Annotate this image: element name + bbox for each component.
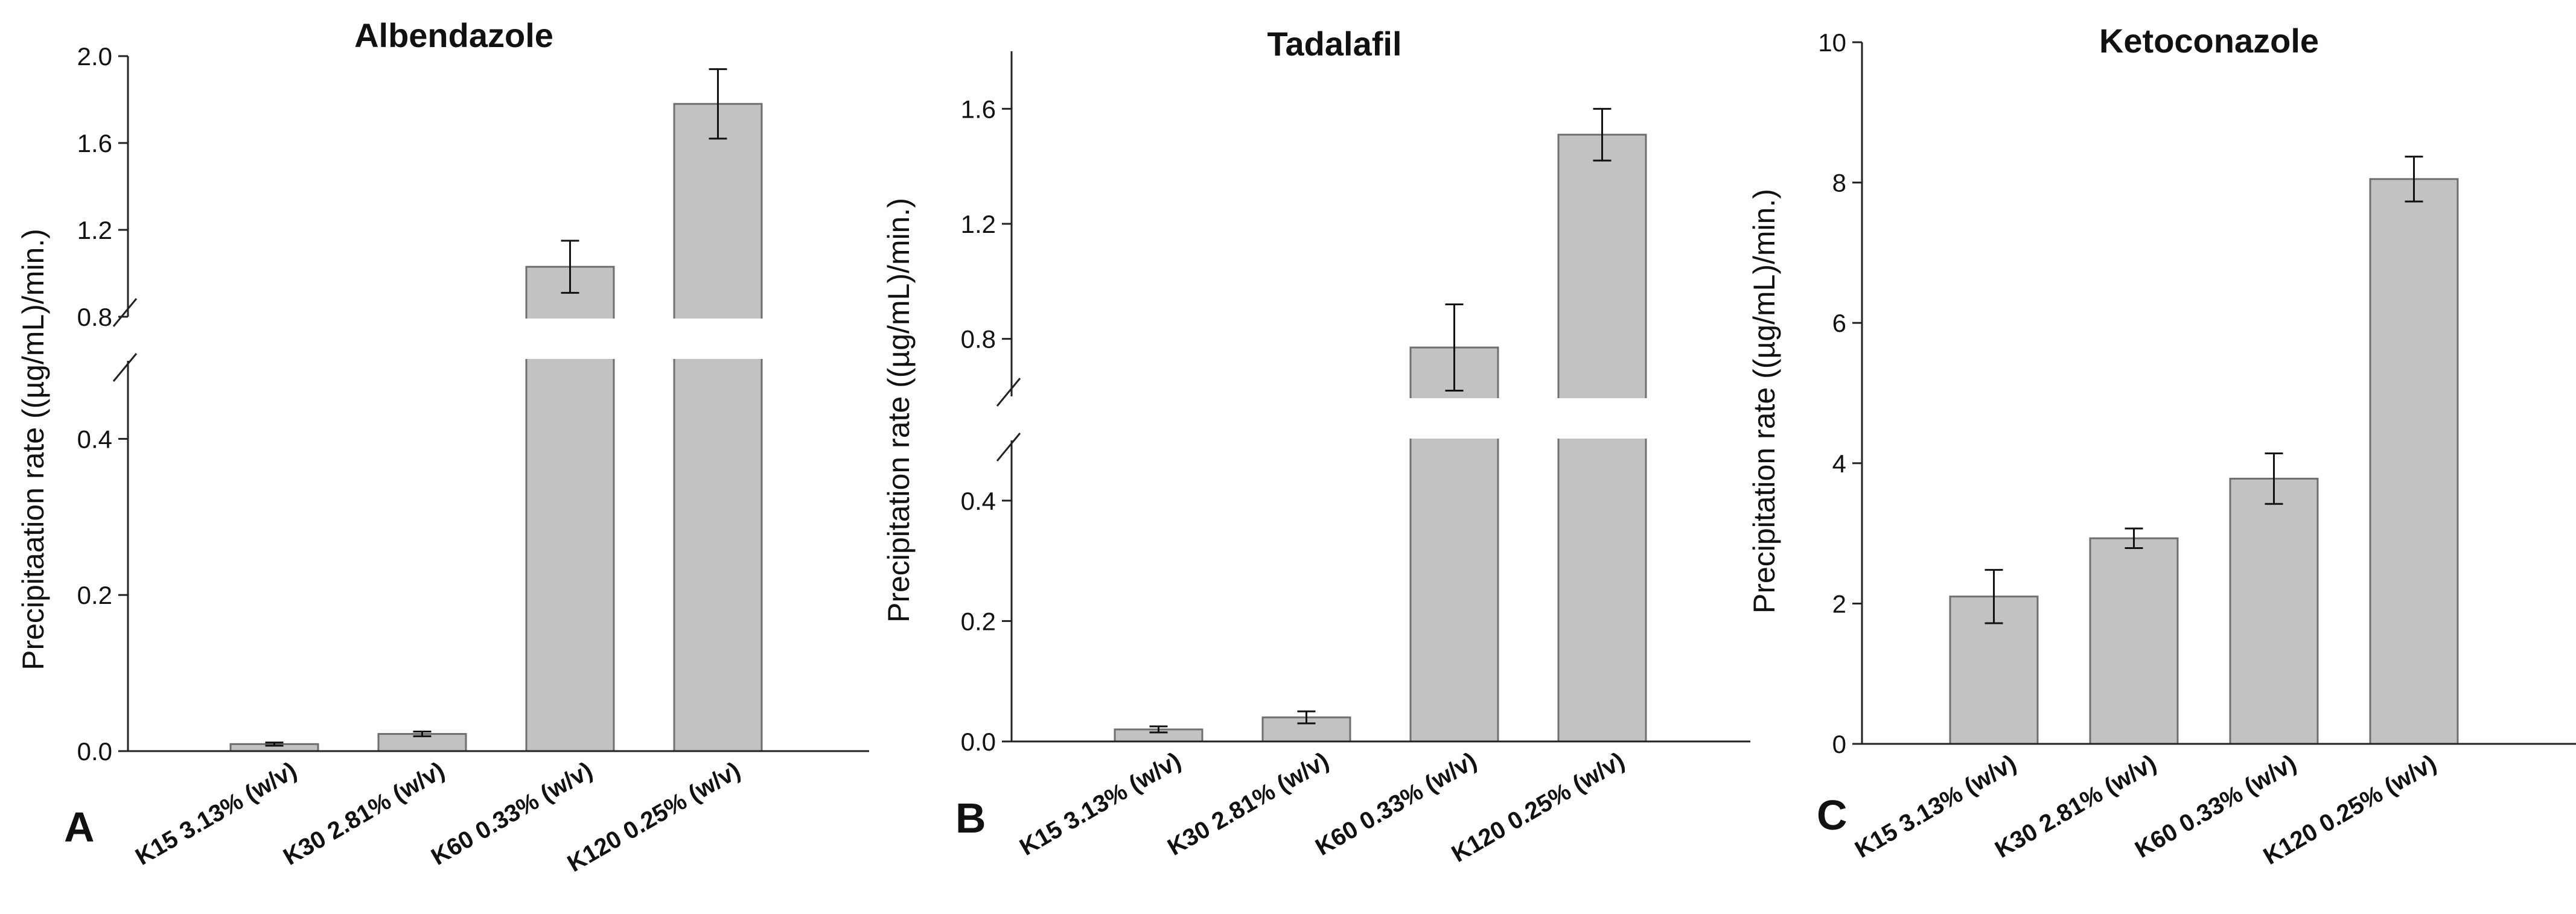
break-mark [112, 298, 138, 327]
y-tick-label: 0.2 [961, 607, 996, 635]
axis-break-gap [123, 319, 864, 359]
y-tick-label: 1.2 [77, 216, 112, 244]
bar [2369, 178, 2459, 745]
panel-letter: A [64, 804, 95, 851]
category-label: K30 2.81% (w/v) [279, 757, 449, 871]
bar [673, 103, 763, 752]
y-tick-label: 0.8 [961, 325, 996, 354]
category-label: K30 2.81% (w/v) [1163, 747, 1333, 861]
y-tick-label: 0.2 [77, 581, 112, 609]
y-tick-label: 0.0 [961, 728, 996, 756]
y-tick-label: 4 [1832, 449, 1846, 478]
y-tick-label: 0 [1832, 730, 1846, 758]
y-tick-label: 6 [1832, 309, 1846, 337]
chart-title: Albendazole [354, 16, 553, 54]
category-label: K15 3.13% (w/v) [1015, 747, 1185, 861]
break-mark [996, 378, 1021, 407]
category-label: K15 3.13% (w/v) [131, 757, 301, 871]
panel-ketoconazole: Ketoconazole Precipitation rate ((µg/mL)… [1747, 22, 2576, 870]
y-tick-label: 0.4 [961, 487, 996, 515]
y-tick-label: 0.8 [77, 303, 112, 331]
panel-albendazole: Albendazole Precipitaation rate ((µg/mL)… [16, 16, 869, 877]
y-tick-label: 1.6 [77, 129, 112, 157]
y-tick-label: 0.4 [77, 425, 112, 453]
y-tick-label: 0.0 [77, 737, 112, 766]
panel-letter: C [1817, 792, 1848, 839]
y-tick-label: 2 [1832, 589, 1846, 618]
y-tick-label: 8 [1832, 169, 1846, 197]
panel-letter: B [955, 795, 986, 842]
bar [2229, 477, 2319, 745]
y-tick-label: 10 [1818, 28, 1846, 57]
bar [2089, 537, 2179, 745]
y-tick-label: 1.6 [961, 95, 996, 123]
y-tick-label: 2.0 [77, 42, 112, 71]
y-tick-label: 1.2 [961, 210, 996, 238]
y-axis-label: Precipitaation rate ((µg/mL)/min.) [16, 229, 50, 670]
chart-title: Ketoconazole [2099, 22, 2319, 60]
y-axis-label: Precipitation rate ((µg/mL)/min.) [1747, 189, 1781, 614]
axis-break-gap [1007, 398, 1745, 439]
break-mark [112, 353, 138, 382]
chart-title: Tadalafil [1267, 25, 1401, 63]
break-mark [996, 433, 1021, 462]
panel-tadalafil: Tadalafil Precipitation rate ((µg/mL)/mi… [882, 25, 1750, 868]
y-axis-label: Precipitation rate ((µg/mL)/min.) [882, 198, 916, 623]
